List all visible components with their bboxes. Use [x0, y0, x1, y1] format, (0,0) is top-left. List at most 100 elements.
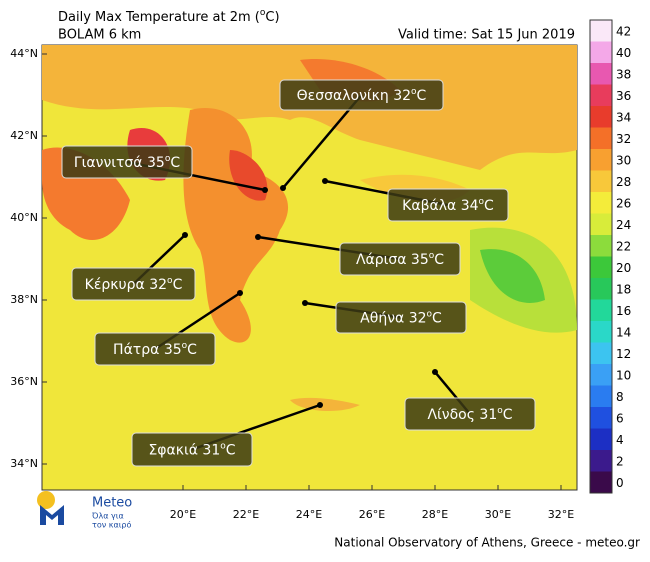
- callout: Σφακιά 31oC: [131, 402, 323, 467]
- colorbar-swatch: [590, 364, 612, 386]
- callout-unit-sup: o: [167, 276, 173, 286]
- callout: Αθήνα 32oC: [302, 300, 467, 334]
- colorbar-label: 2: [616, 454, 624, 468]
- lat-label: 38°N: [10, 293, 38, 306]
- callout-text: Θεσσαλονίκη 32oC: [297, 87, 427, 105]
- arrow-head: [182, 232, 188, 238]
- colorbar-label: 34: [616, 110, 631, 124]
- arrow-head: [280, 185, 286, 191]
- colorbar-swatch: [590, 299, 612, 321]
- callout-unit: C: [226, 443, 236, 459]
- callout-unit: C: [484, 198, 494, 214]
- logo-tagline: Όλα για: [91, 511, 124, 521]
- colorbar-label: 38: [616, 67, 631, 81]
- colorbar-swatch: [590, 106, 612, 128]
- colorbar-swatch: [590, 235, 612, 257]
- callout-box: [61, 145, 193, 179]
- callout-box: [279, 79, 444, 111]
- lon-label: 26°E: [359, 508, 385, 521]
- callout-temp: 35: [411, 252, 429, 268]
- callout-box: [387, 188, 509, 222]
- arrow-head: [302, 300, 308, 306]
- callout-unit-sup: o: [497, 406, 503, 416]
- colorbar-swatch: [590, 278, 612, 300]
- callout-temp: 31: [479, 407, 497, 423]
- callout-temp: 34: [461, 198, 479, 214]
- colorbar-label: 20: [616, 261, 631, 275]
- colorbar-swatch: [590, 63, 612, 85]
- arrow-head: [432, 369, 438, 375]
- callout: Γιαννιτσά 35oC: [61, 145, 268, 193]
- colorbar-swatch: [590, 256, 612, 278]
- colorbar-swatch: [590, 428, 612, 450]
- logo: Meteo Όλα για τον καιρό: [37, 491, 132, 530]
- title-text: Daily Max Temperature at 2m (: [58, 10, 260, 25]
- lon-label: 32°E: [548, 508, 574, 521]
- colorbar-swatch: [590, 192, 612, 214]
- colorbar-label: 24: [616, 218, 631, 232]
- colorbar-swatch: [590, 84, 612, 106]
- callout-unit: C: [187, 342, 197, 358]
- colorbar-label: 10: [616, 368, 631, 382]
- colorbar-swatch: [590, 450, 612, 472]
- callout: Καβάλα 34oC: [322, 178, 509, 222]
- callout-unit-sup: o: [182, 341, 188, 351]
- colorbar-swatch: [590, 342, 612, 364]
- callout-box: [335, 301, 467, 334]
- callout-unit: C: [417, 88, 427, 104]
- colorbar-label: 42: [616, 24, 631, 38]
- callout-unit: C: [173, 277, 183, 293]
- callout-temp: 32: [409, 311, 427, 327]
- colorbar-label: 14: [616, 325, 631, 339]
- callout-text: Σφακιά 31oC: [148, 441, 235, 459]
- colorbar-label: 28: [616, 175, 631, 189]
- callout-name: Λίνδος: [427, 407, 474, 423]
- logo-sun: [37, 491, 55, 509]
- lon-label: 24°E: [296, 508, 322, 521]
- arrow-head: [317, 402, 323, 408]
- lon-label: 20°E: [170, 508, 196, 521]
- callout-name: Πάτρα: [113, 342, 159, 358]
- lat-label: 34°N: [10, 457, 38, 470]
- arrow-head: [255, 234, 261, 240]
- title: Daily Max Temperature at 2m (oC): [58, 8, 280, 25]
- colorbar-swatch: [590, 321, 612, 343]
- callout-unit-sup: o: [427, 309, 433, 319]
- callout: Λάρισα 35oC: [255, 234, 461, 276]
- callout-temp: 32: [149, 277, 167, 293]
- callout: Κέρκυρα 32oC: [71, 232, 196, 301]
- title-text: C): [265, 10, 279, 25]
- colorbar-label: 40: [616, 46, 631, 60]
- logo-tagline: τον καιρό: [92, 520, 131, 530]
- logo-text: Meteo: [92, 496, 132, 511]
- lon-label: 30°E: [485, 508, 511, 521]
- credit: National Observatory of Athens, Greece -…: [334, 536, 640, 550]
- callout-text: Πάτρα 35oC: [113, 341, 197, 359]
- colorbar-label: 12: [616, 347, 631, 361]
- colorbar-swatch: [590, 41, 612, 63]
- callout-name: Αθήνα: [360, 311, 404, 327]
- callout-temp: 35: [164, 342, 182, 358]
- colorbar-swatch: [590, 127, 612, 149]
- title-sup: o: [260, 8, 266, 18]
- callout-temp: 31: [202, 443, 220, 459]
- arrow-head: [322, 178, 328, 184]
- callout-unit-sup: o: [220, 441, 226, 451]
- callout-text: Λάρισα 35oC: [356, 251, 444, 269]
- colorbar-label: 22: [616, 239, 631, 253]
- callout-text: Γιαννιτσά 35oC: [74, 154, 180, 172]
- colorbar-label: 36: [616, 89, 631, 103]
- callout-unit: C: [434, 252, 444, 268]
- callout: Θεσσαλονίκη 32oC: [279, 79, 444, 191]
- callout-unit-sup: o: [429, 251, 435, 261]
- callout-text: Καβάλα 34oC: [402, 197, 494, 215]
- callout-box: [339, 242, 461, 276]
- callout-unit: C: [503, 407, 513, 423]
- colorbar-swatch: [590, 213, 612, 235]
- colorbar-swatch: [590, 407, 612, 429]
- callout-name: Κέρκυρα: [85, 277, 145, 293]
- colorbar-swatch: [590, 471, 612, 493]
- callout-unit-sup: o: [411, 87, 417, 97]
- callout: Λίνδος 31oC: [404, 369, 536, 431]
